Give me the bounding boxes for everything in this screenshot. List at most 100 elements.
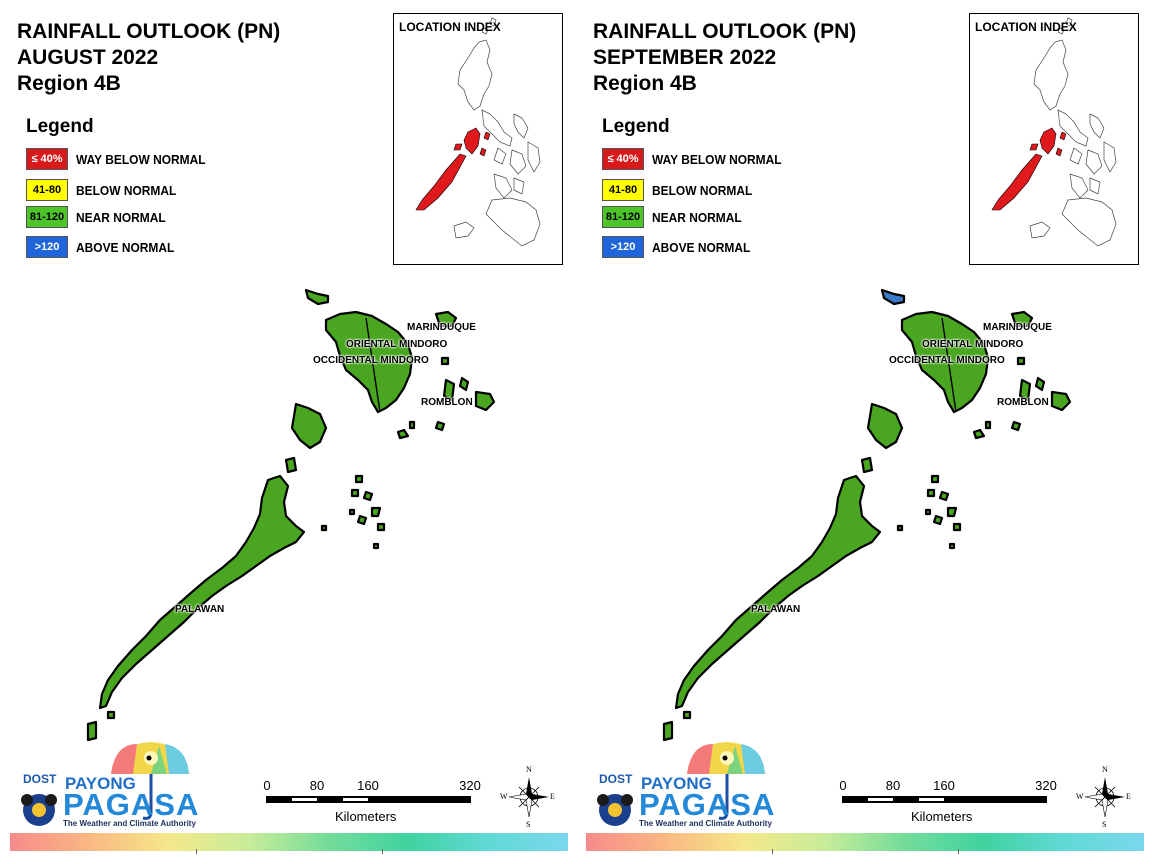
legend-row-below-normal: 41-80 BELOW NORMAL [602, 179, 822, 203]
scale-tick-label: 80 [885, 778, 901, 793]
title-line-3: Region 4B [17, 72, 121, 95]
mindoro-island [324, 310, 414, 414]
romblon-island-5 [1016, 356, 1026, 366]
legend-swatch: 41-80 [602, 179, 644, 201]
balabac-island [662, 720, 674, 742]
marinduque-island [1010, 310, 1034, 328]
lubang-island [304, 288, 330, 306]
compass-west: W [500, 792, 508, 801]
legend-title: Legend [602, 116, 670, 137]
islet [348, 508, 356, 516]
legend-swatch: 81-120 [602, 206, 644, 228]
compass-rose-icon: N E S W [500, 765, 558, 829]
romblon-island-3 [1050, 390, 1072, 412]
logo-pagasa-text: PAGASA [63, 787, 200, 822]
romblon-island-2 [458, 376, 470, 392]
legend-swatch: >120 [602, 236, 644, 258]
legend-swatch: >120 [26, 236, 68, 258]
august-outlook-panel: RAINFALL OUTLOOK (PN) AUGUST 2022 Region… [10, 13, 568, 854]
philippines-outline-map [415, 17, 541, 247]
scale-tick-label: 320 [1035, 778, 1057, 793]
logo-tagline: The Weather and Climate Authority [63, 819, 196, 828]
province-label-palawan: PALAWAN [175, 604, 225, 615]
title-line-1: RAINFALL OUTLOOK (PN) [593, 20, 857, 43]
province-label-oriental-mindoro: ORIENTAL MINDORO [922, 339, 1024, 350]
map-title: RAINFALL OUTLOOK (PN) AUGUST 2022 Region… [17, 19, 280, 97]
strip-tick [958, 849, 959, 854]
islet [106, 710, 116, 720]
romblon-island-1 [442, 378, 456, 402]
logo-pagasa-text: PAGASA [639, 787, 776, 822]
legend-row-way-below-normal: ≤ 40% WAY BELOW NORMAL [602, 148, 822, 172]
islet [932, 514, 944, 526]
scale-bar-graphic [266, 796, 471, 803]
region-map: MARINDUQUE ORIENTAL MINDORO OCCIDENTAL M… [576, 280, 1152, 750]
legend-label: BELOW NORMAL [76, 183, 177, 198]
islet [926, 488, 936, 498]
province-label-romblon: ROMBLON [997, 397, 1049, 408]
romblon-island-4 [434, 420, 446, 432]
title-line-3: Region 4B [593, 72, 697, 95]
legend-swatch: ≤ 40% [26, 148, 68, 170]
marinduque-island [434, 310, 458, 328]
pagasa-logo: DOST PAYONG PAGASA The Weather and Clima… [591, 740, 781, 832]
mindoro-province-boundary [941, 317, 957, 413]
islet [930, 474, 940, 484]
lubang-island [880, 288, 906, 306]
region-4b-province-map [662, 288, 1072, 742]
compass-north: N [1102, 765, 1108, 774]
islet [952, 522, 962, 532]
north-arrow-icon [508, 777, 549, 818]
compass-rose-icon: N E S W [1076, 765, 1134, 829]
province-label-occidental-mindoro: OCCIDENTAL MINDORO [889, 355, 1005, 366]
islet [350, 488, 360, 498]
umbrella-icon [597, 742, 765, 826]
legend: Legend ≤ 40% WAY BELOW NORMAL 41-80 BELO… [602, 116, 822, 266]
romblon-island-2 [1034, 376, 1046, 392]
province-label-marinduque: MARINDUQUE [407, 322, 476, 333]
islet [896, 524, 904, 532]
calamian-islands [290, 402, 328, 450]
legend-label: NEAR NORMAL [652, 210, 742, 225]
scale-tick-label: 320 [459, 778, 481, 793]
footer-color-strip [10, 833, 568, 851]
legend-row-below-normal: 41-80 BELOW NORMAL [26, 179, 246, 203]
islet [376, 522, 386, 532]
legend-row-near-normal: 81-120 NEAR NORMAL [26, 206, 246, 230]
islet [682, 710, 692, 720]
inset-title: LOCATION INDEX [399, 20, 501, 34]
islet [396, 428, 410, 440]
logo-payong-text: PAYONG [641, 774, 712, 793]
inset-title: LOCATION INDEX [975, 20, 1077, 34]
legend-row-above-normal: >120 ABOVE NORMAL [26, 236, 246, 260]
islet [938, 490, 950, 502]
calamian-islands [866, 402, 904, 450]
islet [924, 508, 932, 516]
islet [860, 456, 874, 474]
scale-tick-label: 80 [309, 778, 325, 793]
title-line-2: SEPTEMBER 2022 [593, 46, 777, 69]
map-title: RAINFALL OUTLOOK (PN) SEPTEMBER 2022 Reg… [593, 19, 856, 97]
scale-tick-label: 0 [839, 778, 847, 793]
islet [946, 506, 958, 518]
compass-south: S [526, 820, 531, 829]
logo-tagline: The Weather and Climate Authority [639, 819, 772, 828]
legend-label: ABOVE NORMAL [76, 240, 175, 255]
islet [948, 542, 956, 550]
islet [362, 490, 374, 502]
title-line-2: AUGUST 2022 [17, 46, 159, 69]
logo-dost-text: DOST [599, 772, 633, 786]
mindoro-island [900, 310, 990, 414]
islet [972, 428, 986, 440]
islet [356, 514, 368, 526]
province-label-palawan: PALAWAN [751, 604, 801, 615]
scale-units: Kilometers [335, 809, 397, 824]
logo-dost-text: DOST [23, 772, 57, 786]
romblon-island-1 [1018, 378, 1032, 402]
footer-color-strip [586, 833, 1144, 851]
scale-bar: 0 80 160 320 Kilometers [262, 776, 492, 828]
legend-label: BELOW NORMAL [652, 183, 753, 198]
north-arrow-icon [1084, 777, 1125, 818]
province-label-marinduque: MARINDUQUE [983, 322, 1052, 333]
region-4b-highlight [991, 127, 1067, 211]
